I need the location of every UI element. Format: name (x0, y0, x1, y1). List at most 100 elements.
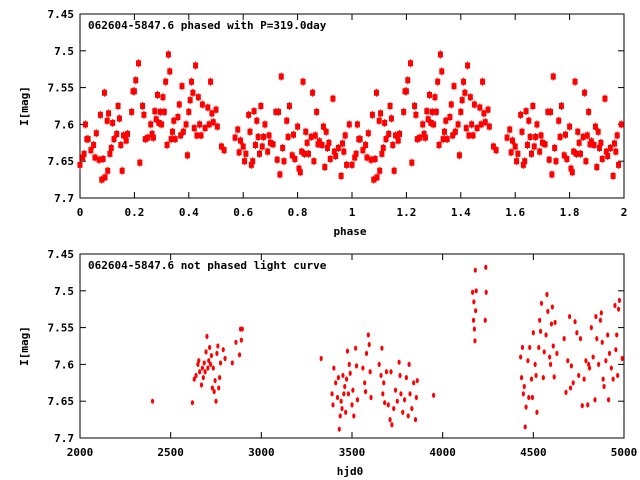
data-point (205, 104, 211, 111)
phased-plot: 062604-5847.6 phased with P=319.0day pha… (18, 8, 627, 238)
data-point (337, 426, 341, 432)
x-tick-label: 0 (77, 206, 84, 219)
data-point (142, 136, 148, 143)
data-point (254, 117, 260, 124)
data-point (568, 165, 574, 172)
data-point (163, 78, 169, 85)
data-point (490, 143, 496, 150)
data-point (247, 128, 253, 135)
data-point (571, 380, 575, 386)
data-point (285, 133, 291, 140)
data-point (213, 377, 217, 384)
data-point (542, 141, 548, 148)
data-point (354, 121, 360, 128)
data-point (168, 136, 174, 143)
data-point (471, 101, 477, 108)
data-point (597, 144, 603, 151)
data-point (616, 306, 621, 312)
data-point (373, 89, 379, 96)
data-point (335, 394, 340, 401)
data-point (274, 156, 280, 163)
data-point (595, 336, 599, 342)
data-point (184, 152, 190, 159)
data-point (338, 172, 344, 179)
data-point (382, 119, 388, 126)
data-point (363, 380, 367, 386)
data-point (611, 376, 615, 382)
data-point (388, 417, 392, 423)
y-tick-label: 7.65 (48, 395, 75, 408)
data-point (603, 148, 609, 155)
data-point (388, 115, 394, 122)
data-point (333, 153, 339, 160)
data-point (110, 119, 116, 126)
data-point (392, 405, 396, 412)
data-point (437, 51, 443, 58)
data-point (459, 97, 465, 104)
data-point (573, 319, 577, 325)
data-point (234, 339, 238, 345)
data-point (208, 361, 213, 367)
data-point (424, 108, 430, 115)
x-tick-label: 0.6 (233, 206, 253, 219)
data-point (428, 119, 434, 126)
data-point (190, 400, 195, 406)
data-point (218, 143, 224, 150)
data-point (357, 136, 363, 143)
data-point (205, 333, 209, 340)
data-point (535, 409, 539, 415)
data-point (207, 358, 211, 364)
data-point (584, 132, 590, 139)
data-point (189, 78, 195, 85)
data-point (212, 389, 216, 395)
data-point (243, 150, 249, 157)
x-tick-label: 5000 (611, 446, 638, 459)
unphased-y-axis-label: I[mag] (18, 326, 31, 366)
data-point (180, 128, 186, 135)
data-point (339, 398, 343, 404)
data-point (553, 158, 559, 165)
data-point (383, 136, 389, 143)
data-point (415, 377, 419, 384)
data-point (422, 134, 428, 141)
data-point (586, 108, 592, 115)
data-point (530, 394, 535, 401)
data-point (319, 355, 323, 362)
data-point (199, 382, 204, 388)
data-point (371, 176, 377, 183)
data-point (474, 288, 478, 294)
data-point (387, 103, 393, 109)
y-tick-label: 7.7 (54, 192, 74, 205)
data-point (153, 116, 159, 123)
data-point (320, 123, 326, 130)
data-point (354, 363, 359, 369)
x-tick-label: 1.4 (451, 206, 471, 219)
data-point (514, 158, 520, 165)
data-point (391, 167, 397, 174)
data-point (240, 326, 244, 332)
data-point (169, 128, 175, 135)
data-point (194, 372, 198, 379)
y-tick-label: 7.5 (54, 285, 74, 298)
data-point (509, 137, 515, 144)
data-point (186, 108, 192, 115)
data-point (461, 78, 467, 85)
data-point (486, 123, 492, 130)
data-point (374, 174, 380, 181)
data-point (606, 397, 611, 403)
data-point (338, 413, 342, 419)
data-point (114, 130, 120, 137)
data-point (534, 121, 540, 128)
data-point (519, 128, 525, 135)
data-point (137, 159, 143, 166)
data-point (548, 361, 553, 367)
data-point (467, 94, 473, 101)
data-point (159, 121, 165, 128)
data-point (291, 131, 297, 138)
data-point (167, 68, 173, 75)
data-point (265, 148, 271, 155)
data-point (615, 332, 619, 338)
data-point (441, 128, 447, 135)
data-point (591, 354, 595, 360)
data-point (111, 136, 117, 143)
